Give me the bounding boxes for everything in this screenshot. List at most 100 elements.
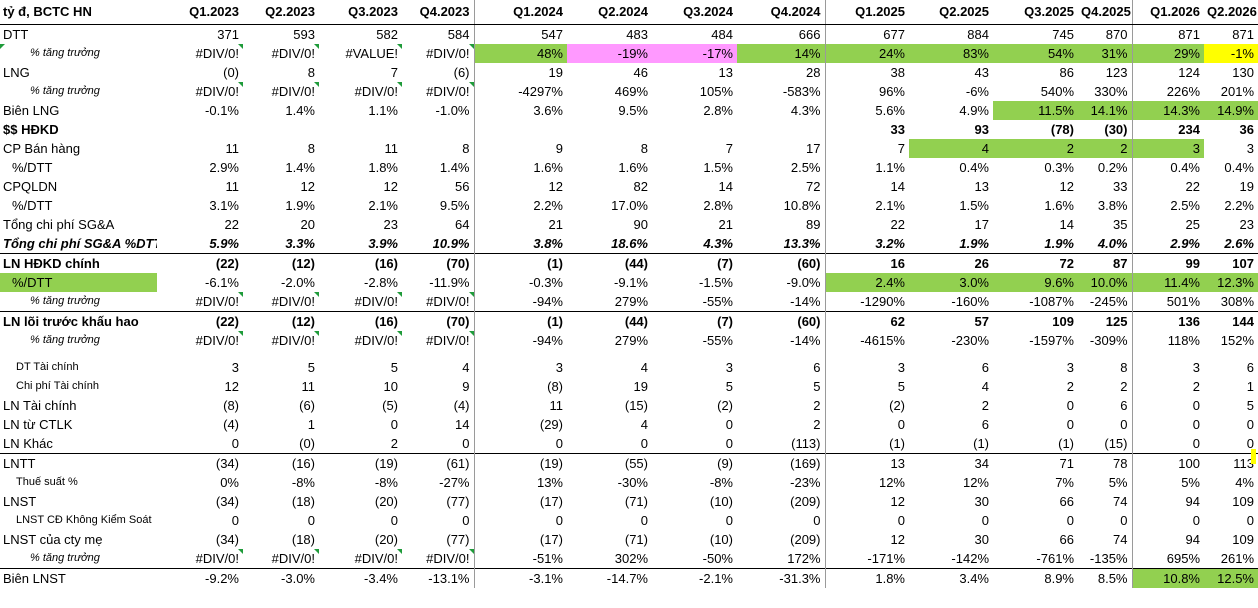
data-cell[interactable]: 124	[1178, 65, 1200, 80]
data-cell[interactable]: 10.9%	[402, 234, 475, 254]
data-cell[interactable]: #DIV/0!	[243, 44, 319, 63]
data-cell[interactable]: 109	[1232, 532, 1254, 547]
data-cell[interactable]: -11.9%	[402, 273, 475, 292]
data-cell[interactable]: 105%	[699, 84, 733, 99]
data-cell[interactable]: 871	[1178, 27, 1200, 42]
data-cell[interactable]: (209)	[737, 530, 826, 549]
data-cell[interactable]: 36	[1239, 122, 1254, 137]
data-cell[interactable]: 1.4%	[285, 103, 315, 118]
data-cell[interactable]: 0	[640, 436, 648, 451]
data-cell[interactable]: 3.8%	[1078, 196, 1133, 215]
data-cell[interactable]: 28	[737, 63, 826, 82]
data-cell[interactable]: -14.7%	[567, 568, 652, 588]
data-cell[interactable]: 0	[231, 513, 239, 528]
data-cell[interactable]: 82	[633, 179, 648, 194]
data-cell[interactable]: (19)	[474, 453, 567, 473]
data-cell[interactable]: 745	[1052, 27, 1074, 42]
row-label[interactable]: DT Tài chính	[16, 361, 79, 373]
data-cell[interactable]: (44)	[567, 253, 652, 273]
data-cell[interactable]: -9.2%	[157, 568, 243, 588]
row-label[interactable]: LNST	[3, 494, 37, 509]
data-cell[interactable]: 2.1%	[875, 198, 905, 213]
data-cell[interactable]: 1.4%	[402, 158, 475, 177]
data-cell[interactable]: 0	[1192, 398, 1200, 413]
data-cell[interactable]: 57	[909, 311, 993, 331]
data-cell[interactable]: 279%	[614, 333, 648, 348]
data-cell[interactable]: (4)	[223, 417, 239, 432]
data-cell[interactable]	[652, 350, 737, 358]
data-cell[interactable]: -1597%	[1029, 333, 1074, 348]
data-cell[interactable]: 5	[737, 377, 826, 396]
data-cell[interactable]: 66	[1059, 532, 1074, 547]
data-cell[interactable]: 96%	[878, 84, 905, 99]
data-cell[interactable]: 2	[1078, 377, 1133, 396]
data-cell[interactable]: -245%	[1078, 292, 1133, 312]
data-cell[interactable]: 20	[300, 217, 315, 232]
data-cell[interactable]: 123	[1078, 63, 1133, 82]
row-label[interactable]: LN Tài chính	[3, 398, 77, 413]
data-cell[interactable]: 371	[217, 27, 239, 42]
data-cell[interactable]: 14	[402, 415, 475, 434]
data-cell[interactable]	[319, 350, 402, 358]
column-header-q2-2024[interactable]: Q2.2024	[567, 0, 652, 25]
data-cell[interactable]: 0	[897, 417, 905, 432]
data-cell[interactable]: (1)	[1058, 436, 1074, 451]
data-cell[interactable]: #DIV/0!	[157, 44, 243, 63]
sheet-title[interactable]: tỷ đ, BCTC HN	[0, 0, 157, 25]
row-label[interactable]: LN từ CTLK	[3, 417, 73, 432]
data-cell[interactable]: -9.0%	[737, 273, 826, 292]
data-cell[interactable]: 7	[897, 141, 905, 156]
data-cell[interactable]: 484	[711, 27, 733, 42]
data-cell[interactable]: 19	[548, 65, 563, 80]
data-cell[interactable]: 11	[225, 141, 240, 156]
data-cell[interactable]: 14.3%	[1132, 101, 1204, 120]
data-cell[interactable]: 99	[1132, 253, 1204, 273]
data-cell[interactable]: 469%	[614, 84, 648, 99]
data-cell[interactable]: 3.0%	[909, 273, 993, 292]
data-cell[interactable]: 78	[1078, 453, 1133, 473]
data-cell[interactable]: 72	[737, 177, 826, 196]
data-cell[interactable]: (7)	[652, 253, 737, 273]
data-cell[interactable]: (4)	[402, 396, 475, 415]
data-cell[interactable]: 54%	[993, 44, 1078, 63]
data-cell[interactable]: 547	[541, 27, 563, 42]
data-cell[interactable]: -142%	[951, 551, 989, 566]
column-header-q1-2024[interactable]: Q1.2024	[474, 0, 567, 25]
data-cell[interactable]: 0	[1246, 436, 1254, 451]
data-cell[interactable]: 6	[1246, 360, 1254, 375]
data-cell[interactable]: 582	[376, 27, 398, 42]
data-cell[interactable]: 2	[737, 415, 826, 434]
data-cell[interactable]: 0	[1246, 513, 1254, 528]
data-cell[interactable]: 13.3%	[737, 234, 826, 254]
data-cell[interactable]: 0	[1078, 415, 1133, 434]
data-cell[interactable]: -30%	[617, 475, 648, 490]
data-cell[interactable]: (209)	[737, 492, 826, 511]
data-cell[interactable]: 3.4%	[909, 568, 993, 588]
data-cell[interactable]: 16	[825, 253, 909, 273]
data-cell[interactable]: 1.6%	[1044, 198, 1074, 213]
data-cell[interactable]: 109	[993, 311, 1078, 331]
data-cell[interactable]	[909, 350, 993, 358]
data-cell[interactable]: #DIV/0!	[402, 331, 475, 350]
column-header-q2-2026[interactable]: Q2.2026	[1204, 0, 1258, 25]
data-cell[interactable]: (8)	[547, 379, 563, 394]
data-cell[interactable]: (17)	[539, 532, 563, 547]
column-header-q1-2023[interactable]: Q1.2023	[157, 0, 243, 25]
data-cell[interactable]: -3.4%	[319, 568, 402, 588]
data-cell[interactable]: -55%	[702, 333, 733, 348]
data-cell[interactable]: #DIV/0!	[243, 292, 319, 312]
data-cell[interactable]: 4%	[1235, 475, 1254, 490]
data-cell[interactable]: 22	[1185, 179, 1200, 194]
data-cell[interactable]: 1.9%	[1044, 236, 1074, 251]
data-cell[interactable]: 89	[737, 215, 826, 234]
data-cell[interactable]: 9.5%	[402, 196, 475, 215]
column-header-q4-2024[interactable]: Q4.2024	[737, 0, 826, 25]
data-cell[interactable]: 26	[909, 253, 993, 273]
data-cell[interactable]: #DIV/0!	[243, 549, 319, 569]
data-cell[interactable]: -0.3%	[529, 275, 563, 290]
data-cell[interactable]	[825, 350, 909, 358]
data-cell[interactable]: 695%	[1166, 551, 1200, 566]
data-cell[interactable]: 2	[993, 139, 1078, 158]
row-label[interactable]: % tăng trưởng	[30, 295, 100, 307]
data-cell[interactable]: 3	[231, 360, 239, 375]
